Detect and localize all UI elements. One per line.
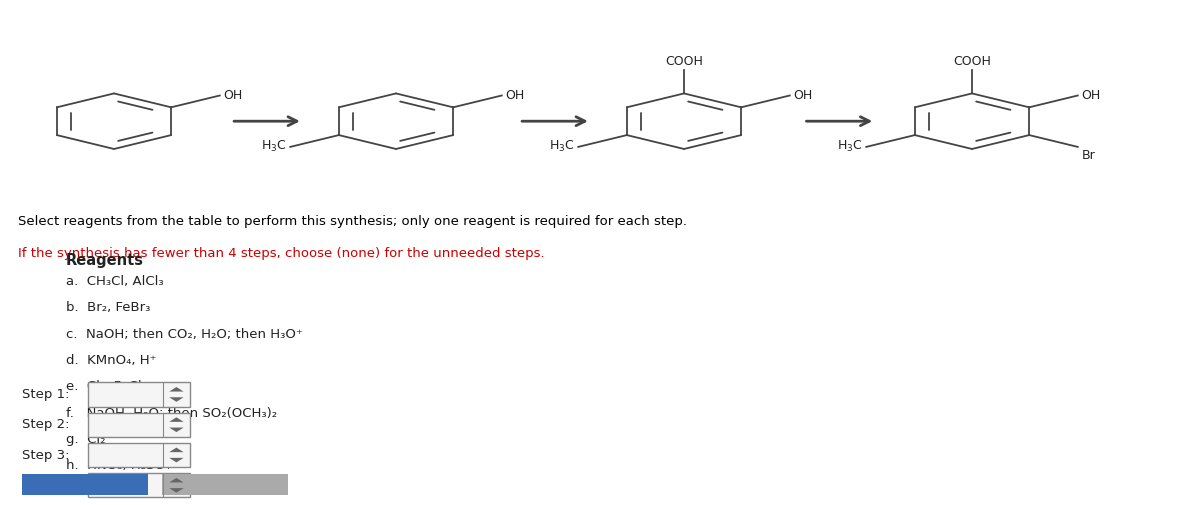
Text: Step 2:: Step 2:	[22, 418, 70, 431]
Polygon shape	[169, 458, 184, 463]
Text: h.  HNO₃, H₂SO₄: h. HNO₃, H₂SO₄	[66, 459, 170, 472]
Polygon shape	[169, 428, 184, 432]
Text: e.  Cl₂, FeCl₃: e. Cl₂, FeCl₃	[66, 380, 146, 393]
Bar	[88, 473, 190, 497]
Bar	[88, 443, 190, 467]
Polygon shape	[169, 488, 184, 493]
Polygon shape	[169, 447, 184, 452]
Text: H$_3$C: H$_3$C	[838, 139, 863, 155]
Text: COOH: COOH	[953, 55, 991, 68]
Text: d.  KMnO₄, H⁺: d. KMnO₄, H⁺	[66, 354, 156, 367]
Polygon shape	[169, 417, 184, 422]
Text: OH: OH	[223, 89, 242, 102]
Bar	[162, 474, 288, 495]
Text: COOH: COOH	[665, 55, 703, 68]
Text: OH: OH	[1081, 89, 1100, 102]
Bar	[88, 413, 190, 437]
Text: OH: OH	[793, 89, 812, 102]
Text: Reagents: Reagents	[66, 252, 144, 268]
Text: Step 1:: Step 1:	[22, 388, 70, 401]
Text: f.   NaOH, H₂O; then SO₂(OCH₃)₂: f. NaOH, H₂O; then SO₂(OCH₃)₂	[66, 407, 277, 420]
Text: If the synthesis has fewer than 4 steps, choose (none) for the unneeded steps.: If the synthesis has fewer than 4 steps,…	[18, 247, 545, 261]
Text: H$_3$C: H$_3$C	[550, 139, 575, 155]
Text: b.  Br₂, FeBr₃: b. Br₂, FeBr₃	[66, 301, 150, 315]
Text: c.  NaOH; then CO₂, H₂O; then H₃O⁺: c. NaOH; then CO₂, H₂O; then H₃O⁺	[66, 328, 302, 341]
Text: Step 3:: Step 3:	[22, 448, 70, 462]
Bar	[22, 474, 148, 495]
Polygon shape	[169, 478, 184, 482]
Bar	[88, 382, 190, 407]
Polygon shape	[169, 397, 184, 402]
Text: OH: OH	[505, 89, 524, 102]
Polygon shape	[169, 387, 184, 391]
Text: Br: Br	[1081, 149, 1096, 163]
Text: H$_3$C: H$_3$C	[262, 139, 287, 155]
Text: g.  Cl₂: g. Cl₂	[66, 433, 106, 446]
Text: Select reagents from the table to perform this synthesis; only one reagent is re: Select reagents from the table to perfor…	[18, 215, 686, 228]
Text: a.  CH₃Cl, AlCl₃: a. CH₃Cl, AlCl₃	[66, 275, 163, 288]
Text: Step 4:: Step 4:	[22, 479, 68, 492]
